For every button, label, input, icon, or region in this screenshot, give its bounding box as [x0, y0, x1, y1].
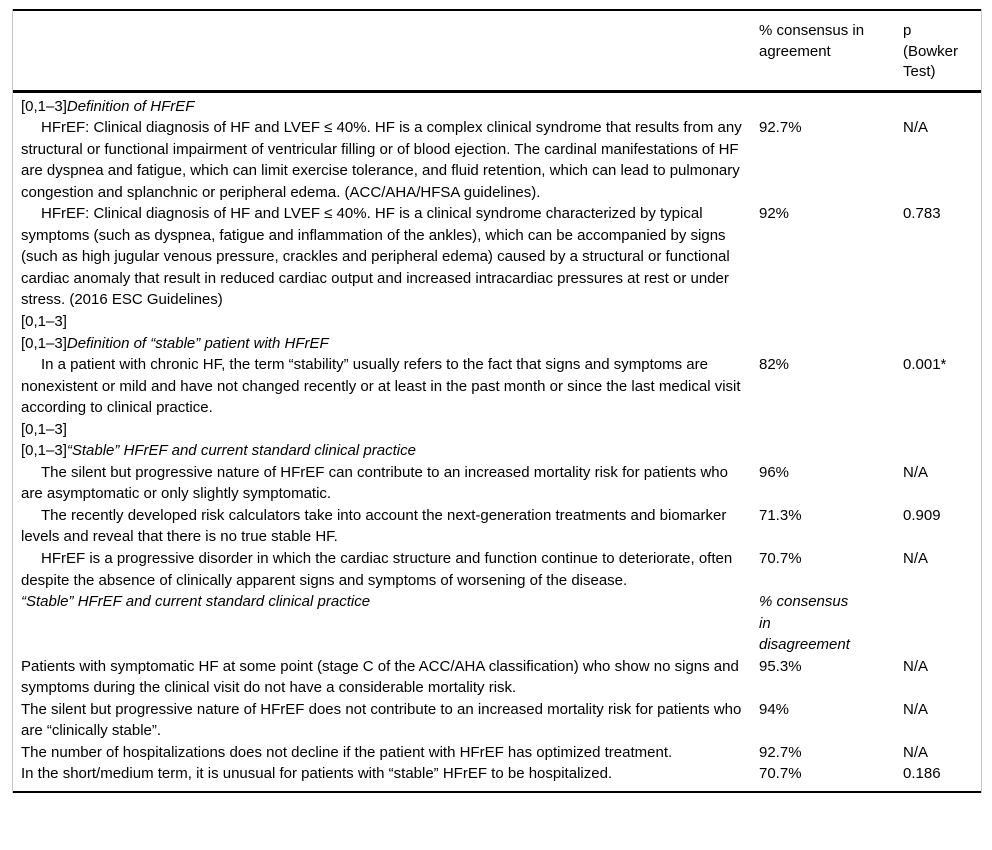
statement-row: Patients with symptomatic HF at some poi…	[13, 656, 981, 699]
agreement-column-header: % consensus in agreement	[759, 22, 865, 60]
statement-row: HFrEF: Clinical diagnosis of HF and LVEF…	[13, 203, 981, 311]
statement-cell: The silent but progressive nature of HFr…	[21, 463, 728, 503]
p-value-cell	[899, 440, 981, 462]
section-title: Definition of “stable” patient with HFrE…	[66, 334, 329, 352]
statement-row: In the short/medium term, it is unusual …	[13, 763, 981, 792]
consensus-cell: 92%	[759, 205, 790, 223]
consensus-cell	[758, 91, 899, 117]
statement-column-header	[13, 10, 758, 91]
p-value-cell: N/A	[903, 657, 929, 675]
p-value-cell	[899, 91, 981, 117]
statement-row: The silent but progressive nature of HFr…	[13, 462, 981, 505]
consensus-cell: 71.3%	[759, 506, 802, 524]
table-header-row: % consensus in agreement p (Bowker Test)	[13, 10, 981, 91]
section-row: [0,1–3]Definition of HFrEF	[13, 91, 981, 117]
disagreement-label: % consensus in disagreement	[759, 593, 850, 654]
consensus-table-frame: % consensus in agreement p (Bowker Test)…	[12, 9, 982, 793]
section-cell: [0,1–3]Definition of “stable” patient wi…	[13, 333, 758, 355]
p-value-cell: N/A	[903, 119, 929, 137]
section-row: [0,1–3]Definition of “stable” patient wi…	[13, 333, 981, 355]
statement-cell: In a patient with chronic HF, the term “…	[21, 356, 741, 417]
section-title: “Stable” HFrEF and current standard clin…	[66, 442, 416, 460]
p-value-cell: N/A	[903, 463, 929, 481]
statement-cell: The number of hospitalizations does not …	[21, 743, 673, 761]
statement-cell: HFrEF: Clinical diagnosis of HF and LVEF…	[21, 119, 742, 201]
consensus-cell: 96%	[759, 463, 790, 481]
p-value-cell	[899, 333, 981, 355]
statement-cell: HFrEF is a progressive disorder in which…	[21, 549, 733, 589]
section-prefix: [0,1–3]	[21, 334, 67, 352]
statement-row: The silent but progressive nature of HFr…	[13, 699, 981, 742]
consensus-cell: 70.7%	[759, 549, 802, 567]
section-title: Definition of HFrEF	[66, 97, 195, 115]
section-title: “Stable” HFrEF and current standard clin…	[21, 593, 371, 611]
p-value-cell	[899, 419, 981, 441]
p-column-header: p (Bowker Test)	[903, 22, 959, 80]
statement-row: HFrEF is a progressive disorder in which…	[13, 548, 981, 591]
p-value-cell: N/A	[903, 743, 929, 761]
consensus-cell: 95.3%	[759, 657, 802, 675]
statement-row: In a patient with chronic HF, the term “…	[13, 354, 981, 419]
consensus-cell: 92.7%	[759, 119, 802, 137]
consensus-cell	[758, 419, 899, 441]
consensus-cell: 82%	[759, 356, 790, 374]
statement-row: The recently developed risk calculators …	[13, 505, 981, 548]
section-cell: [0,1–3]Definition of HFrEF	[13, 91, 758, 117]
section-prefix: [0,1–3]	[21, 442, 67, 460]
p-value-cell	[899, 591, 981, 656]
citation-row: [0,1–3]	[13, 419, 981, 441]
p-value-cell: N/A	[903, 700, 929, 718]
p-value-cell	[899, 311, 981, 333]
consensus-cell: 92.7%	[759, 743, 802, 761]
consensus-cell	[758, 311, 899, 333]
consensus-cell	[758, 333, 899, 355]
p-value-cell: 0.783	[903, 205, 941, 223]
section-row-disagreement: “Stable” HFrEF and current standard clin…	[13, 591, 981, 656]
p-value-cell: 0.186	[903, 765, 941, 783]
statement-cell: The silent but progressive nature of HFr…	[21, 700, 742, 740]
statement-cell: The recently developed risk calculators …	[21, 506, 727, 546]
section-prefix: [0,1–3]	[21, 97, 67, 115]
consensus-table: % consensus in agreement p (Bowker Test)…	[13, 9, 981, 793]
p-value-cell: 0.001*	[903, 356, 947, 374]
consensus-cell	[758, 440, 899, 462]
citation-cell: [0,1–3]	[21, 312, 67, 330]
statement-row: The number of hospitalizations does not …	[13, 742, 981, 764]
statement-cell: Patients with symptomatic HF at some poi…	[21, 657, 739, 697]
statement-cell: HFrEF: Clinical diagnosis of HF and LVEF…	[21, 205, 730, 309]
consensus-cell: 94%	[759, 700, 790, 718]
p-value-cell: 0.909	[903, 506, 941, 524]
section-cell: [0,1–3]“Stable” HFrEF and current standa…	[13, 440, 758, 462]
statement-cell: In the short/medium term, it is unusual …	[21, 765, 613, 783]
consensus-cell: 70.7%	[759, 765, 802, 783]
citation-cell: [0,1–3]	[21, 420, 67, 438]
p-value-cell: N/A	[903, 549, 929, 567]
statement-row: HFrEF: Clinical diagnosis of HF and LVEF…	[13, 117, 981, 203]
section-row: [0,1–3]“Stable” HFrEF and current standa…	[13, 440, 981, 462]
citation-row: [0,1–3]	[13, 311, 981, 333]
